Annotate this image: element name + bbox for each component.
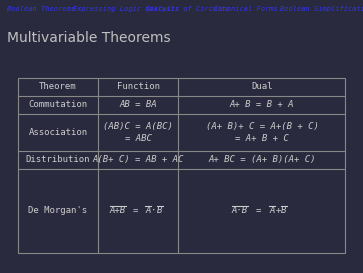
Text: Multivariable Theorems: Multivariable Theorems <box>7 31 171 45</box>
Text: ·: · <box>151 206 157 215</box>
Text: =: = <box>132 206 138 215</box>
Text: B: B <box>157 206 163 215</box>
Text: (A+ B)+ C = A+(B + C)
= A+ B + C: (A+ B)+ C = A+(B + C) = A+ B + C <box>205 122 318 143</box>
Text: A: A <box>145 206 151 215</box>
Text: Association: Association <box>28 128 87 137</box>
Text: AB = BA: AB = BA <box>119 100 157 109</box>
Text: Dual: Dual <box>251 82 273 91</box>
Text: Analysis of Circuits: Analysis of Circuits <box>145 6 230 12</box>
Text: =: = <box>255 206 261 215</box>
Text: A(B+ C) = AB + AC: A(B+ C) = AB + AC <box>92 155 184 164</box>
Text: Boolean Simplification: Boolean Simplification <box>280 6 363 12</box>
Text: B: B <box>281 206 287 215</box>
Text: Function: Function <box>117 82 159 91</box>
Text: Commutation: Commutation <box>28 100 87 109</box>
Text: A+ B = B + A: A+ B = B + A <box>230 100 294 109</box>
Text: Canonical Forms: Canonical Forms <box>214 6 278 12</box>
Text: +: + <box>275 206 281 215</box>
Text: A·B: A·B <box>232 206 248 215</box>
Text: De Morgan's: De Morgan's <box>28 206 87 215</box>
Text: Expressing Logic Circuits: Expressing Logic Circuits <box>73 6 179 12</box>
Text: A+ BC = (A+ B)(A+ C): A+ BC = (A+ B)(A+ C) <box>208 155 316 164</box>
Text: A: A <box>269 206 275 215</box>
Text: Boolean Theorems: Boolean Theorems <box>7 6 75 12</box>
Text: A+B: A+B <box>110 206 126 215</box>
Text: Theorem: Theorem <box>39 82 77 91</box>
Text: (AB)C = A(BC)
= ABC: (AB)C = A(BC) = ABC <box>103 122 173 143</box>
Text: Distribution: Distribution <box>26 155 90 164</box>
Bar <box>18 78 345 253</box>
